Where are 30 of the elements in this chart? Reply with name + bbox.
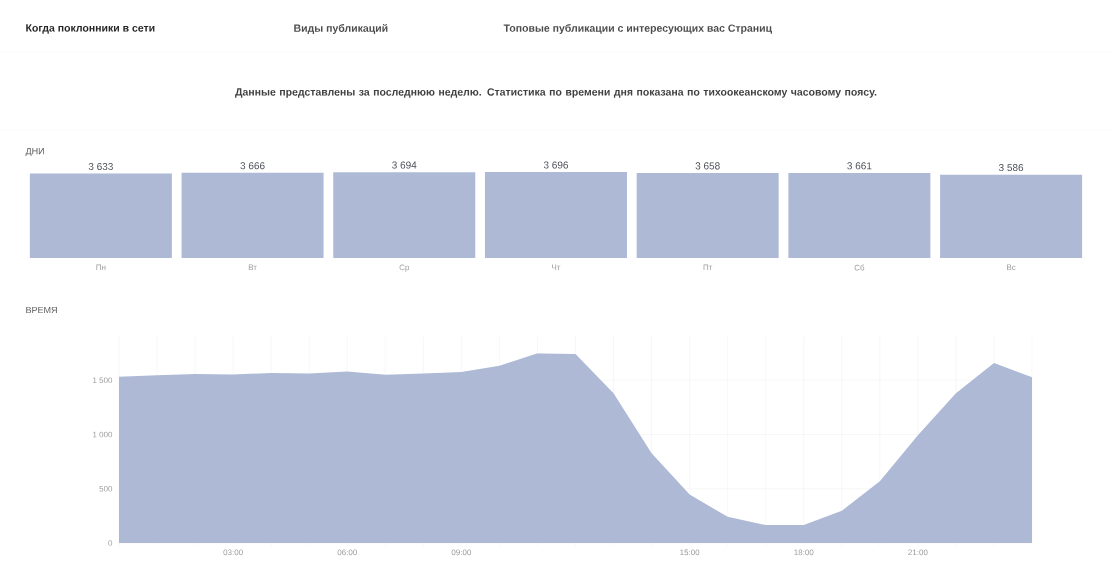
data-label: 3 658 bbox=[695, 162, 720, 170]
data-label: 3 633 bbox=[88, 162, 113, 171]
chart-title: ДНИ bbox=[25, 148, 44, 156]
data-label: 3 696 bbox=[543, 161, 569, 169]
x-tick-label: 21:00 bbox=[908, 549, 928, 556]
text: Данные представлены за последнюю неделю. Статистика по времени дня показана по тихоокеанскому часовому поясу. bbox=[235, 88, 877, 98]
text: Топовые публикации с интересующих вас Страниц bbox=[503, 24, 772, 34]
x-tick-label: 03:00 bbox=[223, 549, 243, 556]
text: ВРЕМЯ bbox=[26, 306, 57, 314]
data-label: 3 661 bbox=[847, 162, 872, 170]
data-label: 3 694 bbox=[392, 161, 417, 169]
x-tick-label: 06:00 bbox=[337, 549, 357, 556]
y-tick-label: 0 bbox=[108, 540, 113, 546]
x-tick-label: Сб bbox=[854, 264, 865, 271]
x-tick-label: Вт bbox=[248, 264, 257, 271]
y-tick-label: 1 500 bbox=[93, 377, 113, 384]
y-tick-label: 1 000 bbox=[93, 431, 113, 438]
x-tick-label: 15:00 bbox=[680, 549, 700, 556]
x-tick-label: 09:00 bbox=[451, 549, 472, 556]
x-tick-label: Пн bbox=[96, 264, 106, 271]
data-label: 3 586 bbox=[998, 164, 1024, 172]
y-tick-label: 500 bbox=[99, 485, 113, 492]
x-tick-label: Пт bbox=[703, 264, 713, 271]
x-tick-label: Ср bbox=[399, 264, 410, 272]
x-tick-label: Чт bbox=[552, 264, 561, 271]
x-tick-label: 18:00 bbox=[794, 549, 814, 556]
text: Когда поклонники в сети bbox=[26, 24, 155, 34]
text: Виды публикаций bbox=[294, 24, 388, 34]
x-tick-label: Вс bbox=[1007, 264, 1016, 271]
data-label: 3 666 bbox=[240, 162, 265, 170]
